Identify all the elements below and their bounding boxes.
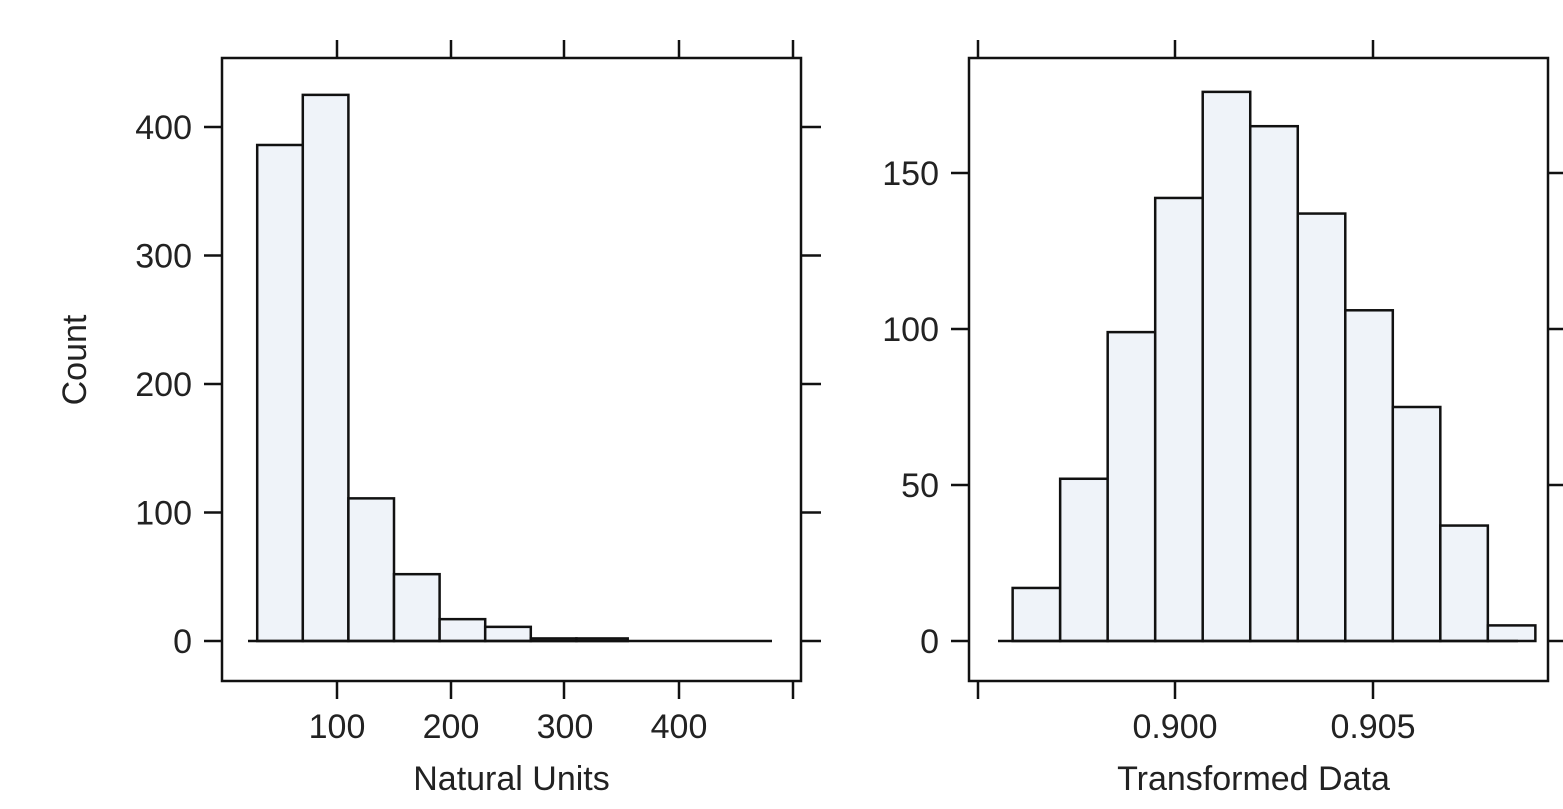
left-x-tick-label: 100 xyxy=(309,708,366,746)
left-x-tick-label: 200 xyxy=(423,708,480,746)
right-histogram-bar xyxy=(1391,405,1442,643)
right-y-tick-label: 50 xyxy=(901,467,939,505)
left-x-axis-title: Natural Units xyxy=(413,760,610,798)
left-x-tick-label: 400 xyxy=(651,708,708,746)
right-bars xyxy=(1011,90,1537,643)
right-y-tick-label: 100 xyxy=(882,311,939,349)
left-y-tick-label: 100 xyxy=(135,495,192,533)
left-histogram-bar xyxy=(255,143,305,643)
right-x-tick-label: 0.900 xyxy=(1132,708,1217,746)
left-plot-frame xyxy=(220,56,803,683)
right-histogram-bar xyxy=(1106,330,1157,643)
right-histogram-bar xyxy=(1153,196,1204,643)
right-histogram-panel: 0 50 100 150 0.900 0.905 Transformed Data xyxy=(882,40,1563,798)
left-y-tick-label: 400 xyxy=(135,109,192,147)
right-histogram-bar xyxy=(1439,524,1490,643)
right-x-tick-label: 0.905 xyxy=(1330,708,1415,746)
left-histogram-bar xyxy=(392,572,441,643)
left-histogram-bar xyxy=(347,497,396,643)
left-histogram-bar xyxy=(301,93,350,643)
right-plot-frame xyxy=(967,56,1550,683)
right-histogram-bar xyxy=(1201,90,1252,643)
right-histogram-bar xyxy=(1248,124,1300,643)
left-x-tick-label: 300 xyxy=(537,708,594,746)
right-y-tick-label: 0 xyxy=(920,623,939,661)
left-y-axis-title: Count xyxy=(56,314,94,405)
right-histogram-bar xyxy=(1011,586,1062,643)
left-bars xyxy=(255,93,629,643)
left-histogram-bar xyxy=(438,617,487,643)
left-histogram-panel: 0 100 200 300 400 100 200 300 400 Natural Units Co… xyxy=(56,40,821,798)
left-y-tick-label: 300 xyxy=(135,238,192,276)
right-histogram-bar xyxy=(1486,624,1537,643)
left-y-tick-label: 200 xyxy=(135,366,192,404)
right-x-axis-title: Transformed Data xyxy=(1117,760,1390,798)
right-y-tick-label: 150 xyxy=(882,155,939,193)
left-y-tick-label: 0 xyxy=(173,623,192,661)
right-histogram-bar xyxy=(1296,212,1347,643)
right-histogram-bar xyxy=(1344,309,1395,643)
right-histogram-bar xyxy=(1058,477,1109,643)
left-histogram-bar xyxy=(483,625,533,643)
